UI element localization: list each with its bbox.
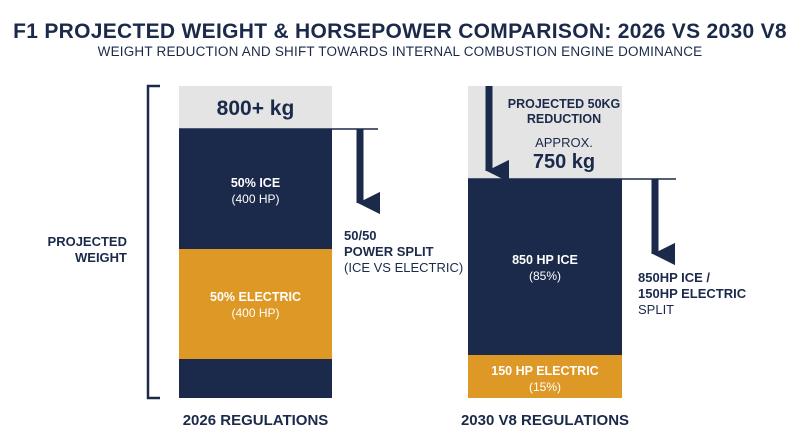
bar-2026-ice-segment [179, 129, 332, 249]
bar-2030-ice-label: 850 HP ICE [512, 253, 578, 267]
annotation-2026-line-2: POWER SPLIT [344, 244, 434, 259]
weight-bracket [146, 84, 160, 400]
bar-2030-ice-sublabel: (85%) [529, 269, 561, 283]
bar-2026-electric-label: 50% ELECTRIC [210, 290, 301, 304]
bar-2030-ice-segment [468, 179, 622, 355]
bar-2030-weight-prefix: APPROX. [535, 135, 593, 150]
bar-2026-weight-label: 800+ kg [217, 97, 295, 120]
bar-2026-base [179, 359, 332, 398]
bar-2030-electric-label: 150 HP ELECTRIC [491, 364, 598, 378]
bar-2030-electric-segment [468, 355, 622, 398]
bar-2026-electric-sublabel: (400 HP) [231, 306, 279, 320]
annotation-2030-line-2: 150HP ELECTRIC [638, 286, 747, 301]
annotation-2030-line-1: 850HP ICE / [638, 270, 710, 285]
y-axis-label-line-1: PROJECTED [48, 234, 127, 249]
bar-2026-ice-sublabel: (400 HP) [231, 192, 279, 206]
annotation-2026-line-3: (ICE VS ELECTRIC) [344, 260, 463, 275]
chart-subtitle: WEIGHT REDUCTION AND SHIFT TOWARDS INTER… [97, 44, 703, 59]
reduction-label-line-2: REDUCTION [527, 112, 601, 126]
bar-2030-weight-label: 750 kg [533, 151, 595, 173]
bar-2026-ice-label: 50% ICE [231, 176, 280, 190]
y-axis-label-line-2: WEIGHT [75, 250, 127, 265]
category-label-2030: 2030 V8 REGULATIONS [461, 412, 629, 429]
bar-2026-weight-cap [179, 86, 332, 129]
chart-title: F1 PROJECTED WEIGHT & HORSEPOWER COMPARI… [13, 20, 787, 43]
bar-2026-electric-segment [179, 249, 332, 359]
category-label-2026: 2026 REGULATIONS [183, 412, 329, 429]
reduction-label-line-1: PROJECTED 50KG [508, 97, 621, 111]
bar-2030-electric-sublabel: (15%) [529, 380, 561, 394]
annotation-2030-line-3: SPLIT [638, 302, 674, 317]
annotation-2026-line-1: 50/50 [344, 228, 377, 243]
